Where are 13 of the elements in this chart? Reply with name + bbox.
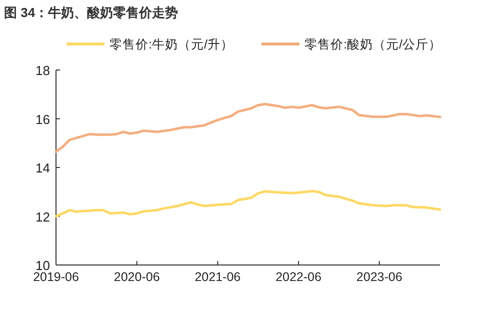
y-tick-label: 18 [36, 63, 50, 78]
x-tick-label: 2021-06 [194, 270, 241, 284]
legend-label: 零售价:牛奶（元/升） [110, 38, 234, 52]
x-tick-label: 2020-06 [114, 270, 160, 284]
legend-label: 零售价:酸奶（元/公斤） [304, 38, 442, 52]
x-tick-label: 2019-06 [33, 270, 79, 284]
y-tick-label: 14 [36, 160, 50, 176]
x-tick-label: 2022-06 [276, 270, 322, 284]
y-tick-label: 16 [36, 112, 50, 127]
x-tick-label: 2023-06 [356, 270, 402, 284]
y-tick-label: 10 [36, 258, 50, 273]
chart-title: 图 34：牛奶、酸奶零售价走势 [4, 5, 178, 20]
y-tick-label: 12 [36, 209, 50, 224]
